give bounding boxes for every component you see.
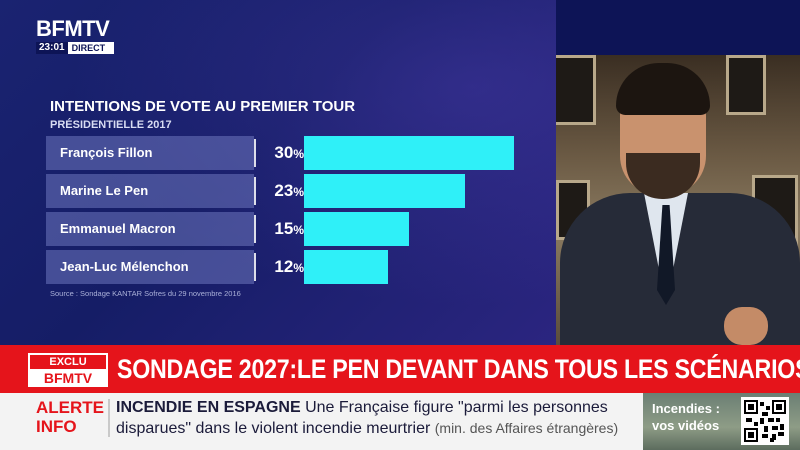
row-divider [254,177,256,205]
background-window [556,55,596,125]
presenter-video [556,55,800,345]
channel-logo: BFMTV 23:01 DIRECT [36,18,114,54]
candidate-name: Emmanuel Macron [46,212,254,246]
alert-label-line1: ALERTE [36,398,104,417]
row-divider [254,253,256,281]
promo-text: Incendies : vos vidéos [652,400,720,434]
news-keyword: INCENDIE EN ESPAGNE [116,399,301,416]
poll-row: Marine Le Pen 23% [46,174,546,208]
poll-graphic-panel [0,0,556,345]
qr-code-icon [741,397,789,445]
channel-logo-text: BFMTV [36,16,110,41]
exclusive-badge: EXCLU BFMTV [28,353,108,387]
vote-bar [304,250,388,284]
vote-percentage-label: 23% [274,181,304,200]
clock: 23:01 [36,42,68,54]
alert-label-line2: INFO [36,417,77,436]
vote-percentage-label: 12% [274,257,304,276]
vote-percentage-label: 30% [274,143,304,162]
live-label: DIRECT [71,43,106,53]
alert-label: ALERTE INFO [36,398,104,436]
candidate-name: Marine Le Pen [46,174,254,208]
presenter-hands [724,307,768,345]
poll-row: Emmanuel Macron 15% [46,212,546,246]
promo-line2: vos vidéos [652,418,720,433]
poll-bar-chart: François Fillon 30% Marine Le Pen 23% Emmanu… [46,136,546,286]
news-text: INCENDIE EN ESPAGNE Une Française figure… [116,398,636,439]
vote-percentage-label: 15% [274,219,304,238]
chart-subtitle: PRÉSIDENTIELLE 2017 [50,119,172,131]
headline-banner [0,345,800,393]
row-divider [254,139,256,167]
headline-text: SONDAGE 2027:LE PEN DEVANT DANS TOUS LES… [117,354,800,384]
candidate-name: Jean-Luc Mélenchon [46,250,254,284]
candidate-name: François Fillon [46,136,254,170]
presenter-tie [657,205,675,305]
vote-bar [304,212,409,246]
exclusive-badge-bottom: BFMTV [30,369,106,387]
background-window [726,55,766,115]
news-body: Une Française figure "parmi les personne… [116,399,608,437]
vote-bar [304,174,465,208]
presenter-hair [616,63,710,115]
poll-row: François Fillon 30% [46,136,546,170]
chart-source: Source : Sondage KANTAR Sofres du 29 nov… [50,289,241,298]
vote-bar [304,136,514,170]
qr-code-graphic [744,400,786,442]
live-indicator: 23:01 DIRECT [36,42,114,54]
poll-row: Jean-Luc Mélenchon 12% [46,250,546,284]
chart-title: INTENTIONS DE VOTE AU PREMIER TOUR [50,98,356,115]
ticker-divider [108,399,110,437]
promo-line1: Incendies : [652,401,720,416]
row-divider [254,215,256,243]
exclusive-badge-top: EXCLU [49,356,87,368]
news-source-note: (min. des Affaires étrangères) [434,420,619,436]
